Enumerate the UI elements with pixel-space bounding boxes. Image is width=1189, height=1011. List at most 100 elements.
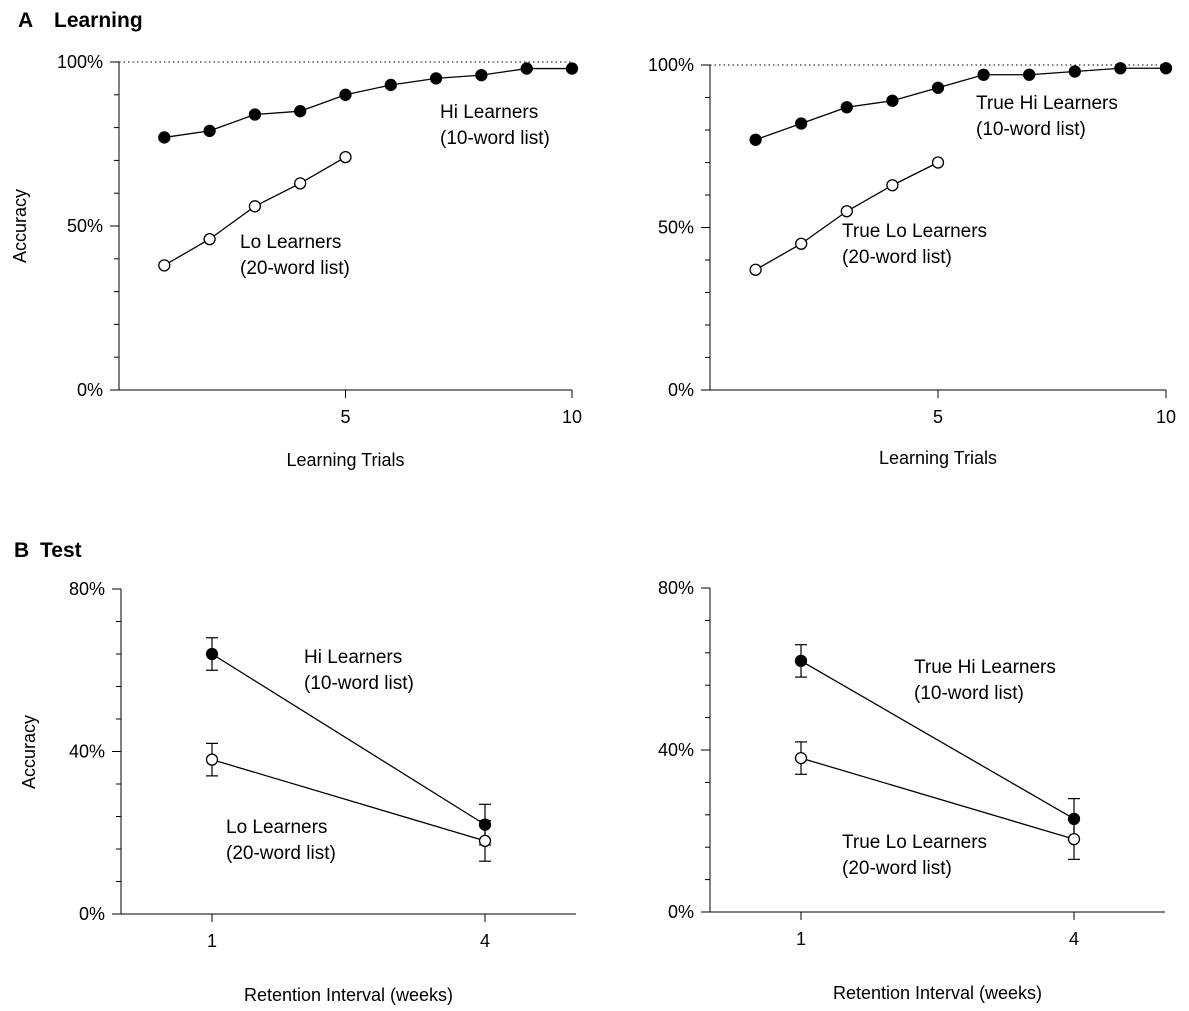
x-tick-label: 5 bbox=[933, 407, 943, 427]
y-axis-label: Accuracy bbox=[10, 189, 30, 263]
data-point bbox=[205, 647, 219, 661]
y-tick-label: 80% bbox=[658, 578, 694, 598]
series-label: True Hi Learners bbox=[976, 93, 1118, 114]
data-point bbox=[840, 101, 853, 114]
x-axis-label: Learning Trials bbox=[879, 448, 997, 468]
data-point bbox=[339, 88, 352, 101]
data-point bbox=[478, 834, 492, 848]
series-hi: Hi Learners (10-word list) bbox=[158, 62, 579, 149]
data-point bbox=[384, 78, 397, 92]
data-point bbox=[565, 62, 579, 75]
series-line bbox=[164, 67, 572, 139]
chart-learning-left: 0% 50% 100% 5 10 Learning Trials Accuracy Hi Le… bbox=[10, 52, 582, 470]
series-label: True Hi Learners bbox=[914, 657, 1056, 678]
x-tick-label: 1 bbox=[207, 931, 217, 951]
data-point bbox=[203, 124, 216, 138]
data-point bbox=[1068, 65, 1081, 78]
series-label: Hi Learners bbox=[440, 102, 538, 123]
chart-test-right: 0% 40% 80% 1 4 Retention Interval (weeks) True… bbox=[658, 578, 1165, 1003]
x-axis-label: Learning Trials bbox=[286, 450, 404, 470]
section-b-letter: B bbox=[14, 539, 29, 562]
x-tick-label: 1 bbox=[796, 929, 806, 949]
series-hi: Hi Learners (10-word list) bbox=[205, 637, 492, 846]
series-lo: Lo Learners (20-word list) bbox=[205, 742, 492, 864]
data-point bbox=[294, 105, 307, 118]
data-point bbox=[339, 150, 352, 164]
series-lo: True Lo Learners (20-word list) bbox=[749, 156, 987, 276]
series-line bbox=[800, 660, 1075, 820]
y-tick-label: 0% bbox=[77, 380, 103, 400]
series-line bbox=[211, 653, 486, 826]
y-tick-label: 80% bbox=[69, 579, 105, 599]
x-axis-label: Retention Interval (weeks) bbox=[833, 983, 1042, 1003]
data-point bbox=[931, 81, 945, 94]
section-b-title: Test bbox=[40, 539, 82, 562]
data-point bbox=[158, 131, 171, 144]
data-point bbox=[977, 68, 990, 81]
data-point bbox=[248, 108, 262, 121]
data-point bbox=[205, 753, 219, 766]
x-tick-label: 5 bbox=[340, 407, 350, 427]
data-point bbox=[1159, 62, 1173, 75]
data-point bbox=[203, 232, 216, 246]
data-point bbox=[794, 751, 808, 765]
series-label: (10-word list) bbox=[304, 673, 414, 694]
chart-learning-right: 0% 50% 100% 5 10 Learning Trials True Hi Learn… bbox=[648, 55, 1176, 468]
series-line bbox=[800, 757, 1075, 840]
x-tick-label: 4 bbox=[480, 931, 490, 951]
series-label: Hi Learners bbox=[304, 647, 402, 668]
series-line bbox=[211, 759, 486, 842]
series-label: Lo Learners bbox=[226, 817, 327, 838]
data-point bbox=[294, 177, 307, 190]
data-point bbox=[840, 205, 853, 218]
x-tick-label: 10 bbox=[1156, 407, 1176, 427]
series-label: (20-word list) bbox=[226, 843, 336, 864]
series-lo: True Lo Learners (20-word list) bbox=[794, 741, 1081, 879]
y-tick-label: 50% bbox=[67, 216, 103, 236]
data-point bbox=[795, 237, 808, 250]
series-label: (20-word list) bbox=[842, 247, 952, 268]
x-axis-label: Retention Interval (weeks) bbox=[244, 985, 453, 1005]
series-label: (10-word list) bbox=[440, 128, 550, 149]
series-label: True Lo Learners bbox=[842, 221, 987, 242]
data-point bbox=[1067, 832, 1081, 846]
data-point bbox=[749, 263, 762, 276]
y-tick-label: 50% bbox=[658, 218, 694, 238]
y-tick-label: 0% bbox=[668, 380, 694, 400]
data-point bbox=[158, 259, 171, 272]
section-a-letter: A bbox=[18, 9, 33, 32]
data-point bbox=[794, 654, 808, 668]
x-tick-label: 4 bbox=[1069, 929, 1079, 949]
data-point bbox=[795, 117, 808, 130]
series-label: (10-word list) bbox=[914, 683, 1024, 704]
series-label: (10-word list) bbox=[976, 119, 1086, 140]
data-point bbox=[1114, 62, 1127, 75]
data-point bbox=[429, 72, 443, 85]
data-point bbox=[520, 62, 533, 75]
series-line bbox=[755, 67, 1166, 141]
data-point bbox=[248, 200, 262, 213]
data-point bbox=[475, 68, 488, 82]
series-label: True Lo Learners bbox=[842, 832, 987, 853]
x-tick-label: 10 bbox=[562, 407, 582, 427]
data-point bbox=[886, 94, 899, 107]
series-hi: True Hi Learners (10-word list) bbox=[749, 62, 1173, 146]
series-label: (20-word list) bbox=[240, 258, 350, 279]
series-lo: Lo Learners (20-word list) bbox=[158, 150, 352, 279]
series-label: Lo Learners bbox=[240, 232, 341, 253]
data-point bbox=[749, 133, 762, 146]
y-tick-label: 100% bbox=[648, 55, 694, 75]
series-label: (20-word list) bbox=[842, 858, 952, 879]
y-tick-label: 40% bbox=[658, 740, 694, 760]
y-tick-label: 40% bbox=[69, 742, 105, 762]
y-tick-label: 0% bbox=[79, 904, 105, 924]
series-hi: True Hi Learners (10-word list) bbox=[794, 644, 1081, 840]
data-point bbox=[886, 179, 899, 192]
chart-test-left: 0% 40% 80% 1 4 Retention Interval (weeks) Accu… bbox=[19, 579, 576, 1005]
y-tick-label: 100% bbox=[57, 52, 103, 72]
section-a-title: Learning bbox=[54, 9, 143, 32]
data-point bbox=[1023, 68, 1036, 81]
y-axis-label: Accuracy bbox=[19, 715, 39, 789]
